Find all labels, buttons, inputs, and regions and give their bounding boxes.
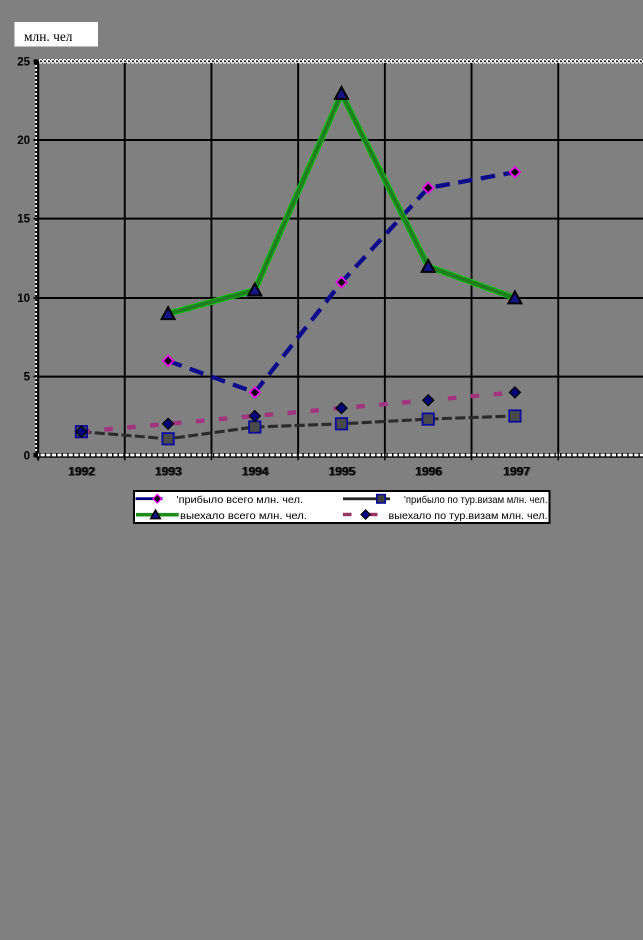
svg-text:1996: 1996	[415, 465, 442, 479]
svg-text:1994: 1994	[243, 465, 270, 479]
svg-text:выехало по тур.визам млн. чел.: выехало по тур.визам млн. чел.	[389, 511, 548, 522]
svg-text:10: 10	[17, 293, 30, 305]
svg-text:выехало всего млн. чел.: выехало всего млн. чел.	[180, 511, 307, 522]
svg-text:'прибыло по тур.визам млн. чел: 'прибыло по тур.визам млн. чел.	[404, 494, 548, 506]
svg-text:1994: 1994	[242, 465, 269, 479]
svg-text:1995: 1995	[330, 465, 357, 479]
svg-text:'прибыло всего млн. чел.: 'прибыло всего млн. чел.	[177, 494, 304, 506]
svg-text:5: 5	[24, 372, 31, 384]
svg-text:1996: 1996	[416, 465, 443, 479]
svg-text:1993: 1993	[156, 465, 183, 479]
svg-text:1997: 1997	[504, 465, 531, 479]
svg-text:1992: 1992	[69, 465, 96, 479]
svg-text:15: 15	[17, 214, 30, 226]
svg-text:1995: 1995	[328, 465, 355, 479]
svg-text:1993: 1993	[155, 465, 182, 479]
svg-text:1992: 1992	[68, 465, 95, 479]
svg-text:млн. чел: млн. чел	[24, 30, 73, 45]
svg-text:25: 25	[17, 56, 30, 68]
svg-text:1997: 1997	[503, 465, 530, 479]
svg-text:20: 20	[17, 135, 30, 147]
svg-text:0: 0	[24, 450, 30, 462]
